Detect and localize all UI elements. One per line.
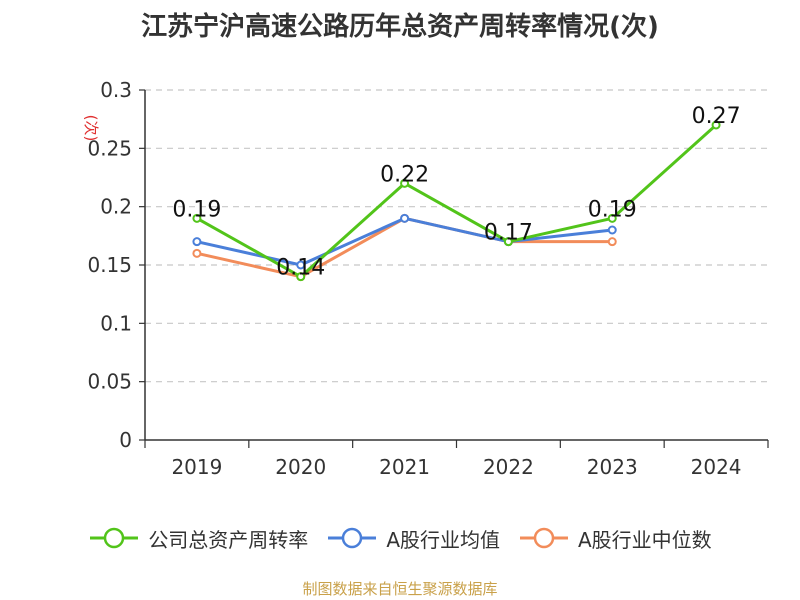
y-tick-label: 0.3 — [100, 78, 132, 102]
series — [192, 120, 721, 282]
series-line — [196, 216, 613, 279]
y-tick-label: 0.05 — [87, 370, 132, 394]
data-point — [192, 213, 202, 223]
x-tick-label: 2024 — [691, 455, 742, 479]
line-chart: (次) 00.050.10.150.20.250.3 2019 2020 2021 2… — [82, 78, 769, 479]
legend-label: A股行业中位数 — [578, 527, 712, 552]
legend-label: 公司总资产周转率 — [148, 527, 309, 552]
y-tick-label: 0.2 — [100, 195, 132, 219]
y-tick-label: 0.15 — [87, 253, 132, 277]
data-point — [607, 225, 617, 235]
legend-item[interactable]: A股行业中位数 — [518, 524, 712, 553]
data-label: 0.19 — [588, 197, 637, 222]
x-tick-label: 2019 — [171, 455, 222, 479]
legend-item[interactable]: A股行业均值 — [326, 524, 500, 553]
data-point — [400, 178, 410, 188]
data-point — [296, 272, 306, 282]
x-tick-label: 2022 — [483, 455, 534, 479]
data-label: 0.19 — [172, 197, 221, 222]
chart-title: 江苏宁沪高速公路历年总资产周转率情况(次) — [141, 12, 659, 42]
data-point — [192, 248, 202, 258]
data-point — [400, 213, 410, 223]
y-tick-label: 0 — [119, 428, 132, 452]
legend-label: A股行业均值 — [386, 527, 500, 552]
data-label: 0.17 — [484, 221, 533, 246]
data-point — [607, 213, 617, 223]
data-point — [607, 237, 617, 247]
data-point — [711, 120, 721, 130]
y-tick-label: 0.25 — [87, 136, 132, 160]
data-point — [503, 237, 513, 247]
legend: 公司总资产周转率 A股行业均值 A股行业中位数 — [0, 520, 800, 556]
y-axis-label: (次) — [82, 115, 100, 142]
data-label: 0.27 — [692, 104, 741, 129]
y-tick-labels: 0 0.05 0.1 0.15 0.2 0.25 0.3 — [87, 78, 145, 452]
data-label: 0.14 — [276, 256, 325, 281]
source-note: 制图数据来自恒生聚源数据库 — [302, 580, 498, 598]
y-tick-label: 0.1 — [100, 311, 132, 335]
data-label: 0.22 — [380, 162, 429, 187]
data-point — [296, 260, 306, 270]
legend-marker-icon — [90, 527, 139, 549]
legend-marker-icon — [328, 527, 377, 549]
series-line — [196, 123, 718, 279]
grid-lines — [145, 89, 768, 383]
x-tick-label: 2021 — [379, 455, 430, 479]
data-point — [192, 237, 202, 247]
legend-item[interactable]: 公司总资产周转率 — [88, 524, 308, 553]
legend-marker-icon — [520, 527, 568, 549]
series-0 — [192, 120, 721, 282]
series-2 — [192, 213, 617, 282]
data-labels: 0.19 0.14 0.22 0.17 0.19 0.27 — [172, 104, 740, 281]
x-tick-label: 2023 — [587, 455, 638, 479]
x-tick-labels: 2019 2020 2021 2022 2023 2024 — [144, 440, 769, 479]
x-tick-label: 2020 — [275, 455, 326, 479]
